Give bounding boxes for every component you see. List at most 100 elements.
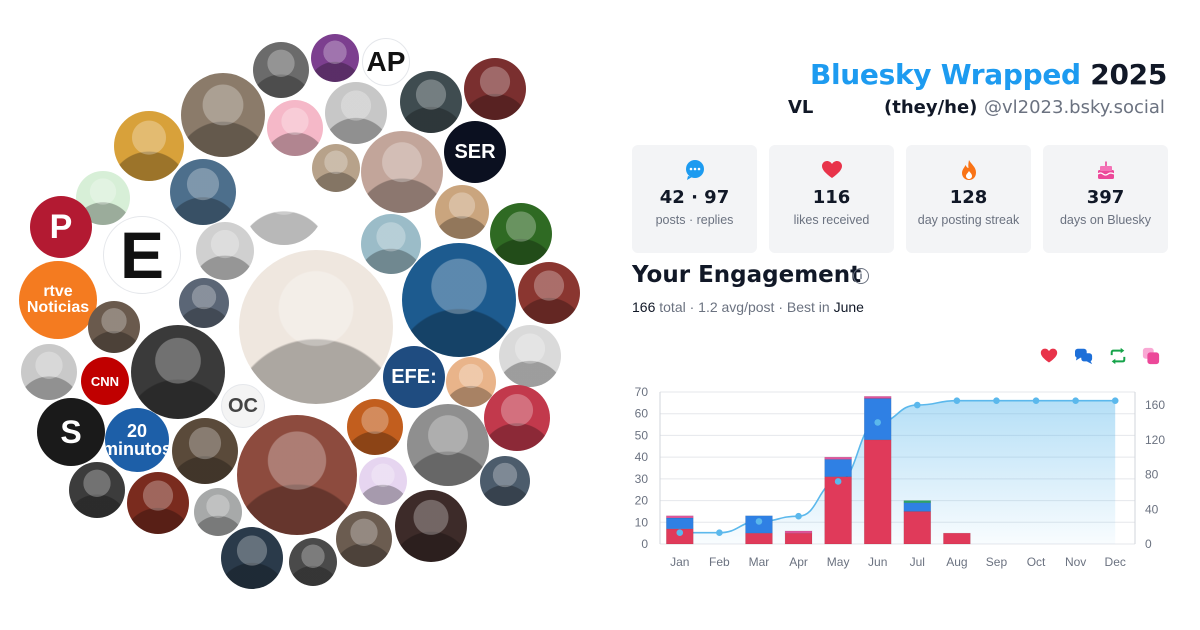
avatar[interactable]: [402, 243, 516, 357]
avatar[interactable]: [407, 404, 489, 486]
avatar-logo[interactable]: E: [103, 216, 181, 294]
avatar-logo-text: EFE:: [391, 366, 437, 388]
avatar[interactable]: [170, 159, 236, 225]
separator: ·: [778, 299, 784, 315]
avatar[interactable]: [21, 344, 77, 400]
avatar[interactable]: [480, 456, 530, 506]
y-tick-label-right: 160: [1145, 398, 1165, 412]
avatar[interactable]: [336, 511, 392, 567]
avatar[interactable]: [464, 58, 526, 120]
quote-legend-icon[interactable]: [1142, 347, 1162, 367]
y-tick-label-left: 40: [635, 450, 649, 464]
avatar[interactable]: [289, 538, 337, 586]
avatar[interactable]: [172, 418, 238, 484]
avatar[interactable]: [244, 165, 324, 245]
y-tick-label-left: 30: [635, 472, 649, 486]
heart-icon: [769, 159, 894, 181]
avatar[interactable]: [484, 385, 550, 451]
avatar[interactable]: [194, 488, 242, 536]
avatar[interactable]: [114, 111, 184, 181]
avatar-logo[interactable]: CNN: [81, 357, 129, 405]
bar-segment: [666, 515, 694, 519]
avatar[interactable]: [267, 100, 323, 156]
avatar[interactable]: [312, 144, 360, 192]
avatar[interactable]: [361, 131, 443, 213]
stat-caption: posts · replies: [655, 213, 734, 227]
flame-icon: [906, 159, 1031, 181]
engagement-best-prefix: Best in: [786, 299, 830, 315]
bar-segment: [903, 511, 932, 545]
page-title: Bluesky Wrapped 2025: [810, 58, 1167, 91]
avatar[interactable]: [196, 222, 254, 280]
bar-segment: [745, 532, 773, 545]
bar-segment: [784, 532, 813, 545]
cumulative-area: [679, 400, 1116, 544]
y-tick-label-right: 120: [1145, 433, 1165, 447]
avatar-logo[interactable]: rtve Noticias: [19, 261, 97, 339]
avatar-logo-text: AP: [366, 46, 406, 77]
info-icon[interactable]: i: [853, 268, 869, 284]
heart-legend-icon[interactable]: [1040, 347, 1060, 367]
avatar[interactable]: [69, 462, 125, 518]
bar-segment: [863, 396, 892, 399]
bar-segment: [824, 456, 852, 460]
x-tick-label: Nov: [1065, 555, 1086, 569]
bar-segment: [863, 439, 892, 545]
avatar[interactable]: [131, 325, 225, 419]
avatar[interactable]: [127, 472, 189, 534]
avatar[interactable]: [239, 250, 393, 404]
avatar[interactable]: [395, 490, 467, 562]
avatar[interactable]: [347, 399, 403, 455]
avatar[interactable]: [237, 415, 357, 535]
bar-segment: [784, 530, 813, 534]
avatar[interactable]: [221, 527, 283, 589]
avatar-logo[interactable]: P: [30, 196, 92, 258]
avatar[interactable]: [499, 325, 561, 387]
avatar-logo[interactable]: S: [37, 398, 105, 466]
repost-legend-icon[interactable]: [1108, 347, 1128, 367]
reply-legend-icon[interactable]: [1074, 347, 1094, 367]
pronouns: (they/he): [884, 97, 978, 118]
x-tick-label: Sep: [986, 555, 1008, 569]
cumulative-point: [913, 401, 921, 409]
engagement-avg: 1.2 avg/post: [698, 299, 775, 315]
avatar[interactable]: [325, 82, 387, 144]
avatar-logo[interactable]: OC: [221, 384, 265, 428]
x-tick-label: Jan: [670, 555, 689, 569]
y-tick-label-right: 0: [1145, 537, 1152, 551]
bar-segment: [943, 532, 971, 545]
engagement-total-label: total: [659, 299, 686, 315]
bar-segment: [824, 459, 852, 477]
avatar[interactable]: [181, 73, 265, 157]
avatar[interactable]: [400, 71, 462, 133]
x-tick-label: Feb: [709, 555, 730, 569]
avatar[interactable]: [359, 457, 407, 505]
avatar[interactable]: [435, 185, 489, 239]
avatar-logo[interactable]: 20 minutos: [105, 408, 169, 472]
cake-icon: [1043, 159, 1168, 181]
cumulative-point: [1111, 397, 1119, 404]
stats-row: 42 · 97 posts · replies 116 likes receiv…: [632, 145, 1168, 253]
engagement-title: Your Engagement: [632, 262, 862, 288]
avatar[interactable]: [446, 357, 496, 407]
avatar-logo[interactable]: SER: [444, 121, 506, 183]
stat-value: 128: [949, 187, 988, 208]
stat-value: 116: [812, 187, 851, 208]
avatar-logo[interactable]: EFE:: [383, 346, 445, 408]
avatar[interactable]: [311, 34, 359, 82]
avatar[interactable]: [253, 42, 309, 98]
stat-value: 42 · 97: [659, 187, 730, 208]
stat-caption: day posting streak: [917, 213, 1020, 227]
avatar[interactable]: [179, 278, 229, 328]
avatar[interactable]: [88, 301, 140, 353]
avatar-logo-text: OC: [228, 395, 258, 417]
user-handle[interactable]: @vl2023.bsky.social: [984, 97, 1165, 118]
avatar[interactable]: [361, 214, 421, 274]
avatar[interactable]: [490, 203, 552, 265]
cumulative-point: [953, 397, 961, 404]
avatar[interactable]: [518, 262, 580, 324]
stat-card-streak: 128 day posting streak: [906, 145, 1031, 253]
avatar-logo[interactable]: AP: [362, 38, 410, 86]
cumulative-point: [795, 512, 802, 520]
